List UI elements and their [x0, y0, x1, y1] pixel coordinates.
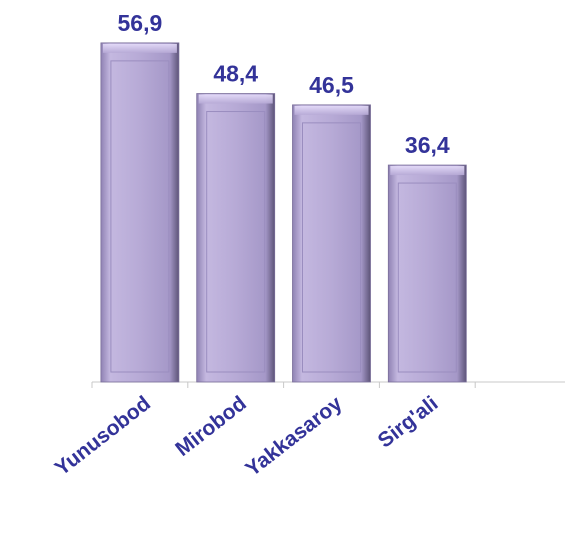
bar-bevel — [302, 122, 361, 373]
bar-top — [102, 43, 177, 53]
value-label: 48,4 — [213, 61, 258, 87]
bar-bevel — [397, 182, 457, 373]
bar-bevel — [206, 111, 266, 373]
bar-top — [390, 166, 465, 176]
x-tick-label: Sirg'ali — [374, 392, 443, 453]
bar-top — [198, 94, 273, 104]
value-label: 46,5 — [309, 72, 354, 98]
x-tick-label: Yunusobod — [51, 392, 155, 481]
value-label: 56,9 — [118, 10, 163, 36]
bar-bevel — [110, 60, 170, 373]
x-tick-label: Yakkasaroy — [241, 392, 347, 481]
value-label: 36,4 — [405, 132, 450, 158]
bar — [387, 164, 467, 383]
x-tick-label: Mirobod — [171, 392, 250, 461]
bar — [292, 104, 371, 383]
bar-top — [294, 105, 369, 115]
bar — [196, 93, 276, 383]
bar — [100, 42, 180, 383]
